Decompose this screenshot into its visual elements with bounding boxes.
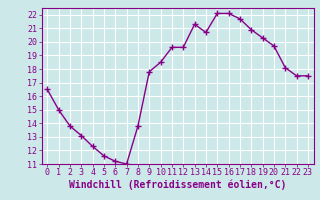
X-axis label: Windchill (Refroidissement éolien,°C): Windchill (Refroidissement éolien,°C) bbox=[69, 180, 286, 190]
